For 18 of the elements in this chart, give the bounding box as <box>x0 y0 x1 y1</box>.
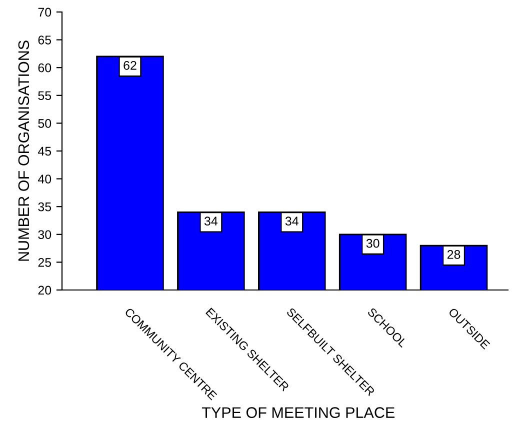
y-axis-title: NUMBER OF ORGANISATIONS <box>18 40 30 261</box>
y-tick-label: 60 <box>38 63 52 72</box>
data-label: 34 <box>204 216 218 226</box>
y-tick-label: 20 <box>38 286 52 295</box>
x-axis-title: TYPE OF MEETING PLACE <box>202 407 394 418</box>
y-tick-label: 30 <box>38 230 52 240</box>
y-tick-label: 50 <box>38 119 52 128</box>
data-label: 30 <box>366 238 380 248</box>
y-tick-label: 25 <box>38 258 52 267</box>
y-tick-label: 55 <box>38 91 52 100</box>
y-tick-label: 70 <box>38 8 52 17</box>
y-tick-label: 45 <box>38 146 52 156</box>
y-tick-label: 65 <box>38 36 52 44</box>
data-label: 34 <box>285 216 298 226</box>
y-tick-label: 35 <box>38 202 52 212</box>
data-label: 62 <box>124 60 136 70</box>
y-tick-label: 40 <box>38 174 52 184</box>
data-label: 28 <box>447 250 460 259</box>
